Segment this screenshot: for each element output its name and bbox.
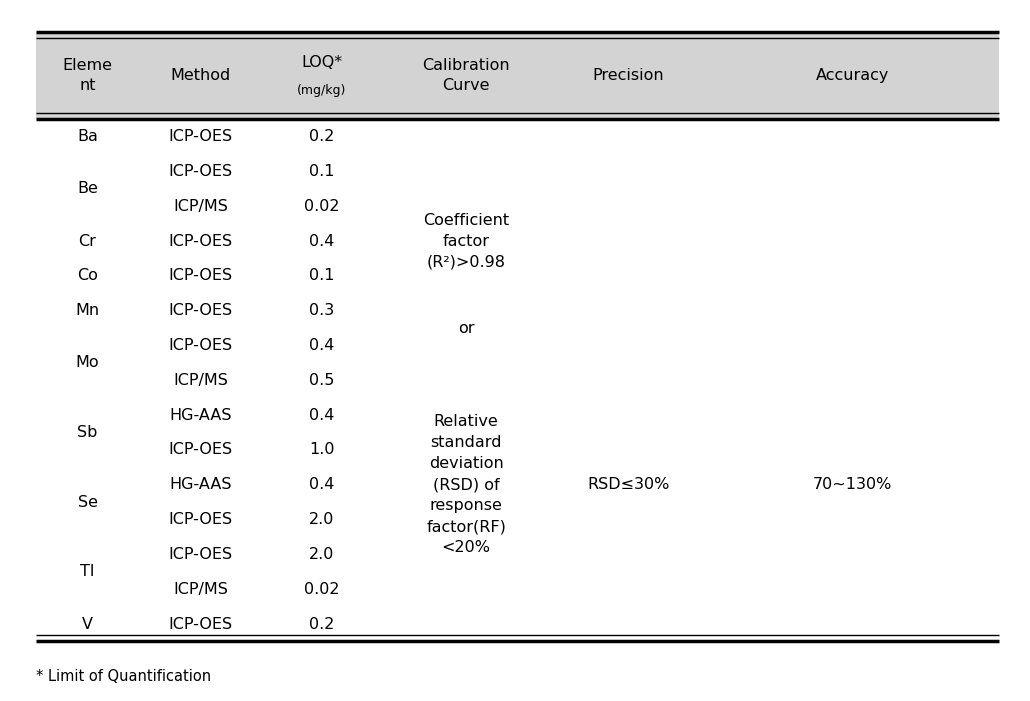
Text: Coefficient
factor
(R²)>0.98: Coefficient factor (R²)>0.98 xyxy=(423,212,509,269)
Bar xyxy=(36,32,999,119)
Text: HG-AAS: HG-AAS xyxy=(170,477,232,492)
Text: 1.0: 1.0 xyxy=(309,442,335,458)
Text: 0.1: 0.1 xyxy=(309,268,335,283)
Text: Method: Method xyxy=(171,68,231,83)
Text: 0.2: 0.2 xyxy=(309,129,335,144)
Text: Mo: Mo xyxy=(76,355,99,370)
Text: ICP-OES: ICP-OES xyxy=(169,338,233,353)
Text: 0.1: 0.1 xyxy=(309,164,335,179)
Text: Calibration
Curve: Calibration Curve xyxy=(422,58,510,93)
Text: 0.5: 0.5 xyxy=(309,373,335,388)
Text: 2.0: 2.0 xyxy=(309,547,335,562)
Text: Se: Se xyxy=(77,495,98,510)
Text: RSD≤30%: RSD≤30% xyxy=(587,477,670,492)
Text: LOQ*: LOQ* xyxy=(302,55,342,70)
Text: ICP-OES: ICP-OES xyxy=(169,303,233,318)
Text: 0.2: 0.2 xyxy=(309,616,335,632)
Text: Sb: Sb xyxy=(77,425,98,440)
Text: ICP-OES: ICP-OES xyxy=(169,268,233,283)
Text: Mn: Mn xyxy=(75,303,100,318)
Text: HG-AAS: HG-AAS xyxy=(170,407,232,423)
Text: ICP-OES: ICP-OES xyxy=(169,512,233,527)
Text: Tl: Tl xyxy=(80,564,95,579)
Text: 0.4: 0.4 xyxy=(309,338,335,353)
Text: ICP-OES: ICP-OES xyxy=(169,233,233,249)
Text: 2.0: 2.0 xyxy=(309,512,335,527)
Text: 0.4: 0.4 xyxy=(309,477,335,492)
Text: or: or xyxy=(457,320,475,336)
Text: Eleme
nt: Eleme nt xyxy=(63,58,112,93)
Text: V: V xyxy=(82,616,93,632)
Text: 0.3: 0.3 xyxy=(309,303,335,318)
Text: Co: Co xyxy=(77,268,98,283)
Text: ICP/MS: ICP/MS xyxy=(173,373,229,388)
Text: ICP-OES: ICP-OES xyxy=(169,129,233,144)
Text: ICP-OES: ICP-OES xyxy=(169,547,233,562)
Text: 70~130%: 70~130% xyxy=(813,477,892,492)
Text: (mg/kg): (mg/kg) xyxy=(298,84,346,97)
Text: ICP/MS: ICP/MS xyxy=(173,582,229,597)
Text: 0.4: 0.4 xyxy=(309,233,335,249)
Text: Be: Be xyxy=(77,182,98,196)
Text: Precision: Precision xyxy=(592,68,664,83)
Text: ICP-OES: ICP-OES xyxy=(169,616,233,632)
Text: * Limit of Quantification: * Limit of Quantification xyxy=(36,669,211,684)
Text: 0.02: 0.02 xyxy=(304,582,340,597)
Text: Relative
standard
deviation
(RSD) of
response
factor(RF)
<20%: Relative standard deviation (RSD) of res… xyxy=(426,414,506,555)
Text: 0.4: 0.4 xyxy=(309,407,335,423)
Text: Ba: Ba xyxy=(77,129,98,144)
Text: ICP-OES: ICP-OES xyxy=(169,164,233,179)
Text: Accuracy: Accuracy xyxy=(816,68,889,83)
Text: ICP-OES: ICP-OES xyxy=(169,442,233,458)
Text: 0.02: 0.02 xyxy=(304,198,340,214)
Text: ICP/MS: ICP/MS xyxy=(173,198,229,214)
Text: Cr: Cr xyxy=(78,233,97,249)
